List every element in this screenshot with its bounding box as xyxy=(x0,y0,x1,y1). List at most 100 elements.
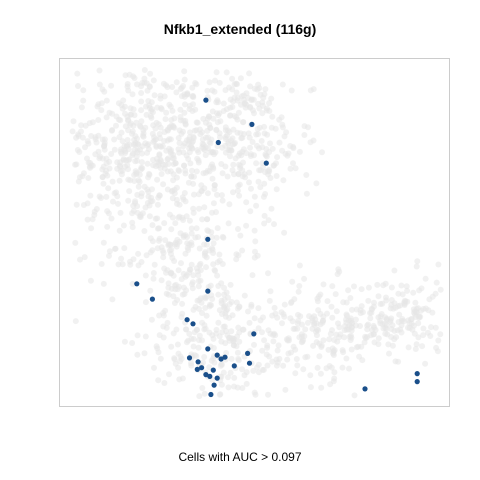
background-cell-point xyxy=(222,149,229,156)
background-cell-point xyxy=(108,82,115,89)
background-cell-point xyxy=(138,118,145,125)
highlighted-cell-point xyxy=(186,355,193,361)
background-cell-point xyxy=(188,239,195,246)
background-cell-point xyxy=(132,168,139,175)
background-cell-point xyxy=(181,109,188,116)
background-cell-point xyxy=(78,128,84,135)
background-cell-point xyxy=(169,195,176,202)
background-cell-point xyxy=(236,304,243,311)
background-cell-point xyxy=(228,299,235,305)
background-cell-point xyxy=(280,362,287,369)
background-cell-point xyxy=(258,138,265,144)
background-cell-point xyxy=(219,197,226,204)
background-cell-point xyxy=(419,343,426,350)
background-cell-point xyxy=(359,309,366,316)
highlighted-cell-point xyxy=(203,372,209,378)
background-cell-point xyxy=(335,266,342,273)
background-cell-point xyxy=(227,153,233,160)
background-cell-point xyxy=(301,333,308,340)
background-cell-point xyxy=(343,311,350,318)
background-cell-point xyxy=(343,355,350,362)
background-cell-point xyxy=(254,86,261,93)
background-cell-point xyxy=(177,117,184,124)
background-cell-point xyxy=(208,229,215,236)
background-cell-point xyxy=(284,337,291,344)
background-cell-point xyxy=(142,299,149,306)
background-cell-point xyxy=(104,172,111,179)
background-cell-point xyxy=(158,277,165,284)
background-cell-point xyxy=(157,95,164,102)
background-cell-point xyxy=(307,87,314,94)
background-cell-point xyxy=(293,356,300,362)
background-cell-point xyxy=(149,247,156,254)
background-cell-point xyxy=(93,206,100,212)
background-cell-point xyxy=(84,155,90,162)
background-cell-point xyxy=(101,143,107,150)
background-cell-point xyxy=(109,178,116,185)
background-cell-point xyxy=(225,374,231,381)
background-cell-point xyxy=(279,147,286,154)
background-cell-point xyxy=(339,364,346,371)
background-cell-point xyxy=(346,365,352,372)
background-cell-point xyxy=(218,381,225,388)
background-cell-point xyxy=(186,217,193,224)
highlighted-cell-point xyxy=(205,346,211,352)
background-cell-point xyxy=(352,316,359,323)
background-cell-point xyxy=(210,240,217,247)
background-cell-point xyxy=(162,116,169,123)
background-cell-point xyxy=(117,209,124,216)
background-cell-point xyxy=(109,110,116,117)
background-cell-point xyxy=(246,179,252,186)
background-cell-point xyxy=(375,335,382,342)
background-cell-point xyxy=(168,226,175,233)
background-cell-point xyxy=(254,252,261,259)
background-cell-point xyxy=(386,350,392,357)
background-cell-point xyxy=(230,189,236,196)
background-cell-point xyxy=(222,136,229,142)
background-cell-point xyxy=(104,223,111,230)
background-cell-point xyxy=(201,241,208,248)
background-cell-point xyxy=(111,146,118,153)
background-cell-point xyxy=(269,312,276,319)
background-cell-point xyxy=(173,89,180,96)
background-cell-point xyxy=(268,205,275,212)
background-cell-point xyxy=(188,143,194,150)
background-cell-point xyxy=(437,331,444,338)
background-cell-point xyxy=(195,278,202,284)
background-cell-point xyxy=(87,277,94,284)
highlighted-cell-point xyxy=(203,97,209,103)
background-cell-point xyxy=(95,117,102,123)
background-cell-point xyxy=(220,100,227,107)
background-cell-point xyxy=(219,144,226,151)
background-cell-point xyxy=(189,84,196,91)
background-cell-point xyxy=(130,106,137,113)
background-cell-point xyxy=(188,173,195,180)
background-cell-point xyxy=(165,155,172,162)
background-cell-point xyxy=(246,169,253,176)
background-cell-point xyxy=(255,178,262,185)
background-cell-point xyxy=(196,332,203,339)
background-cell-point xyxy=(163,82,169,89)
background-cell-point xyxy=(75,83,81,89)
background-cell-point xyxy=(334,271,341,278)
background-cell-point xyxy=(237,75,244,82)
background-cell-point xyxy=(433,279,440,286)
background-cell-point xyxy=(200,359,206,366)
background-cell-point xyxy=(359,357,366,364)
background-cell-point xyxy=(112,245,119,252)
background-cell-point xyxy=(398,329,405,336)
background-cell-point xyxy=(133,153,140,160)
background-cell-point xyxy=(135,183,142,190)
background-cell-point xyxy=(155,349,162,356)
background-cell-point xyxy=(289,278,296,285)
background-cell-point xyxy=(173,243,180,250)
background-cell-point xyxy=(260,366,267,373)
background-cell-point xyxy=(273,186,280,193)
background-cell-point xyxy=(266,297,273,304)
background-cell-point xyxy=(427,333,434,339)
background-cell-point xyxy=(296,262,303,269)
background-cell-point xyxy=(292,370,299,377)
background-cell-point xyxy=(329,327,335,334)
background-cell-point xyxy=(274,347,281,354)
